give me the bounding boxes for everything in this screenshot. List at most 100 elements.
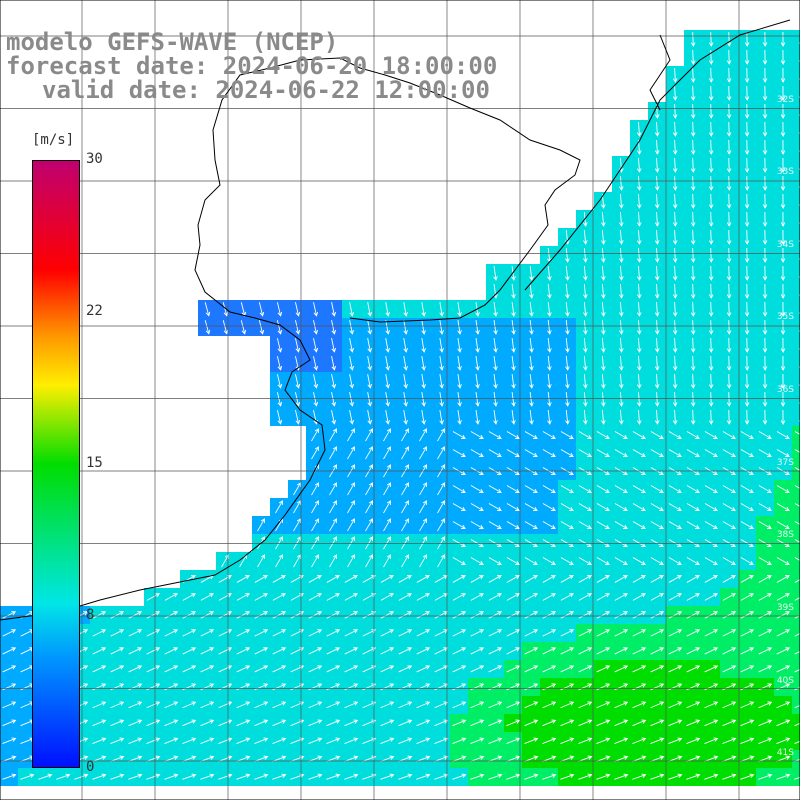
wind-arrow [762,301,768,317]
wind-arrow [560,557,574,565]
wind-arrow [349,302,355,317]
wind-arrow [583,283,588,299]
wind-arrow [708,391,714,407]
wind-arrow [636,265,642,281]
wind-arrow [762,157,768,173]
wind-arrow [470,755,485,762]
wind-arrow [236,773,251,780]
lat-label: 41S [776,748,794,758]
wind-arrow [488,683,503,691]
wind-arrow [614,557,628,565]
wind-arrow [672,337,678,353]
wind-arrow [601,391,606,407]
wind-arrow [416,737,431,744]
wind-arrow [776,593,790,601]
wind-arrow [740,773,755,780]
wind-arrow [475,392,480,407]
wind-arrow [506,647,521,655]
wind-arrow [762,229,768,245]
wind-cell [792,606,800,624]
wind-arrow [542,665,557,673]
wind-arrow [488,755,503,762]
wind-arrow [686,755,701,762]
wind-arrow [295,392,301,407]
wind-arrow [722,737,737,744]
wind-arrow [740,701,755,709]
wind-arrow [164,593,178,601]
colorbar-tick: 22 [86,303,103,319]
wind-arrow [308,575,322,583]
wind-arrow [618,409,624,425]
wind-arrow [686,773,701,780]
wind-arrow [632,647,647,655]
wind-arrow [419,446,427,460]
wind-arrow [511,302,516,317]
wind-arrow [596,701,611,709]
wind-arrow [488,503,502,511]
wind-arrow [780,391,786,407]
wind-arrow [762,49,768,65]
wind-arrow [506,575,520,583]
wind-arrow [614,431,628,439]
wind-arrow [618,319,624,335]
wind-arrow [493,302,498,317]
wind-arrow [329,554,337,568]
wind-arrow [380,755,395,762]
wind-arrow [654,265,660,281]
wind-arrow [146,593,160,601]
wind-arrow [419,518,427,532]
wind-arrow [596,665,611,673]
wind-arrow [672,175,678,191]
wind-arrow [439,338,444,353]
wind-arrow [654,175,660,191]
wind-arrow [506,539,520,547]
wind-arrow [686,503,700,511]
wind-arrow [636,283,642,299]
wind-cell [792,282,800,300]
wind-arrow [794,668,800,673]
wind-arrow [403,374,408,389]
wind-arrow [529,301,534,317]
wind-arrow [744,229,750,245]
wind-arrow [704,737,719,744]
wind-arrow [403,338,408,353]
wind-arrow [182,647,197,655]
wind-arrow [596,485,610,493]
wind-arrow [200,629,215,637]
wind-arrow [506,773,521,780]
wind-arrow [542,521,556,529]
wind-arrow [182,773,197,780]
wind-arrow [437,482,445,496]
wind-arrow [128,719,143,727]
wind-arrow [780,175,786,191]
inland-border [649,34,671,111]
wind-arrow [690,283,696,299]
wind-arrow [704,701,719,709]
wind-arrow [457,356,462,371]
wind-arrow [690,139,696,155]
wind-arrow [92,755,107,762]
wind-arrow [326,629,341,637]
wind-arrow [542,611,557,619]
wind-arrow [762,211,768,227]
wind-arrow [110,611,125,619]
wind-arrow [794,686,800,691]
wind-arrow [547,409,552,425]
wind-arrow [470,539,484,547]
wind-arrow [488,575,502,583]
wind-arrow [780,265,786,281]
wind-arrow [583,247,588,263]
wind-arrow [758,683,773,691]
wind-arrow [452,683,467,691]
wind-arrow [110,701,125,709]
wind-arrow [758,593,772,601]
colorbar-tick: 8 [86,607,95,623]
wind-cell [792,48,800,66]
wind-arrow [690,301,696,317]
wind-arrow [529,265,534,281]
wind-arrow [542,593,556,601]
wind-arrow [690,85,696,101]
wind-arrow [182,701,197,709]
wind-arrow [276,410,283,425]
wind-arrow [365,554,373,568]
